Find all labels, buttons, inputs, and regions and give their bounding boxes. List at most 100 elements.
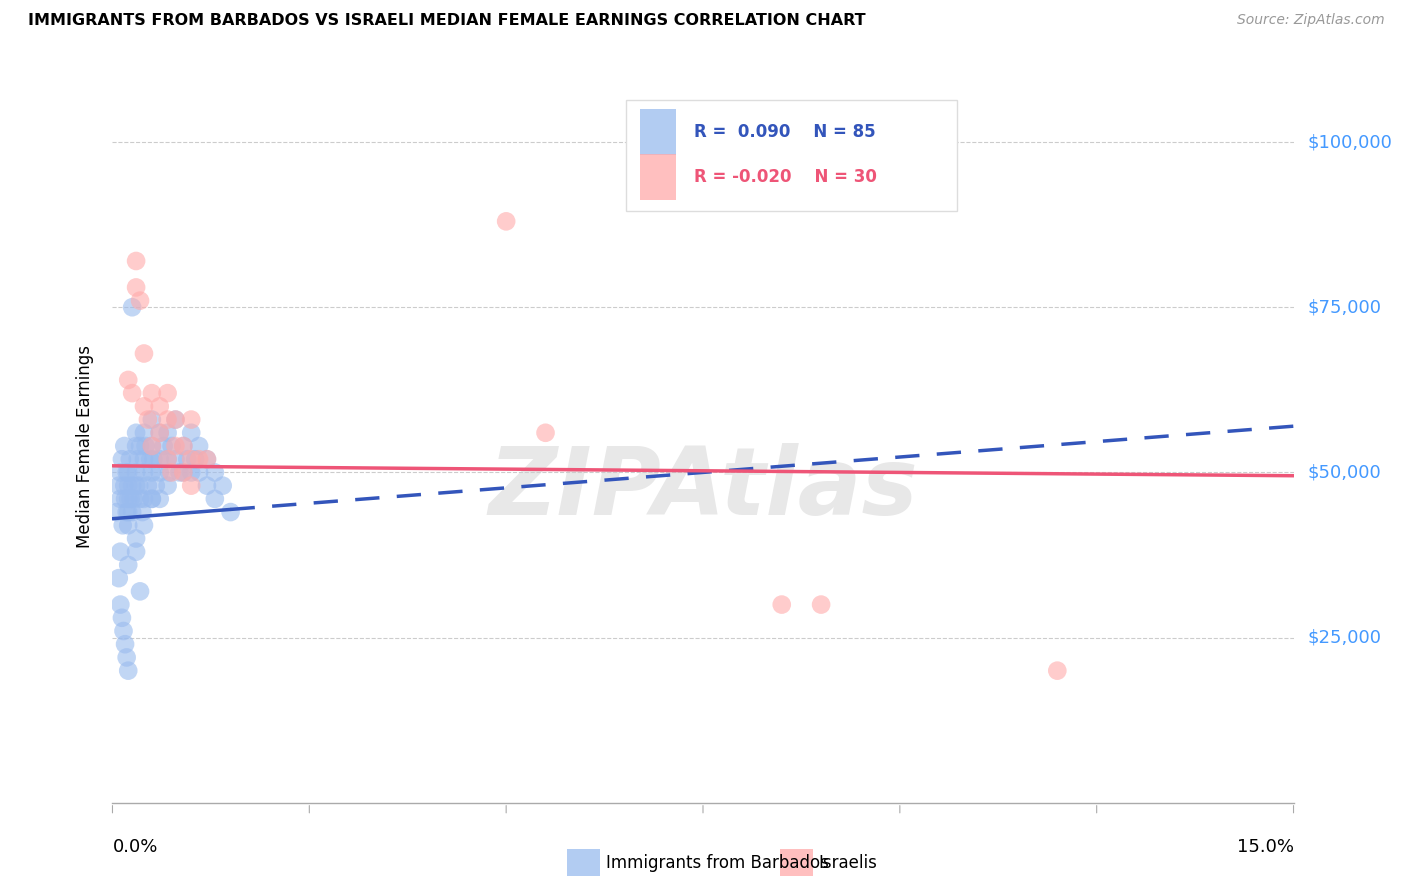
Point (112, 478, 135, 492)
Point (129, 584, 152, 599)
Point (165, 452, 187, 467)
Point (141, 491, 163, 506)
Point (141, 491, 163, 506)
Point (188, 452, 211, 467)
Point (180, 478, 202, 492)
Point (121, 386, 143, 401)
Point (125, 532, 148, 546)
Point (105, 505, 128, 519)
Point (139, 452, 162, 467)
Point (165, 412, 187, 426)
FancyBboxPatch shape (567, 849, 600, 876)
Point (149, 452, 172, 467)
Point (125, 545, 148, 559)
Point (149, 425, 172, 440)
Point (172, 466, 194, 480)
Point (141, 439, 163, 453)
Point (132, 466, 155, 480)
Point (107, 478, 129, 492)
Point (114, 491, 136, 506)
Point (117, 505, 139, 519)
Point (117, 491, 139, 506)
Point (115, 505, 138, 519)
Point (117, 478, 139, 492)
Point (156, 386, 179, 401)
Point (107, 571, 129, 585)
Point (149, 491, 172, 506)
Point (141, 466, 163, 480)
Point (125, 439, 148, 453)
Point (110, 598, 132, 612)
Point (121, 478, 143, 492)
Point (219, 505, 242, 519)
Point (157, 466, 180, 480)
Point (121, 300, 143, 314)
Point (211, 478, 233, 492)
Point (180, 425, 202, 440)
Point (132, 346, 155, 360)
Point (180, 466, 202, 480)
Point (127, 452, 149, 467)
Point (204, 466, 226, 480)
Text: 15.0%: 15.0% (1236, 838, 1294, 856)
Point (152, 439, 174, 453)
Point (172, 466, 194, 480)
Text: Immigrants from Barbados: Immigrants from Barbados (606, 854, 830, 871)
Point (112, 624, 135, 638)
Text: R =  0.090    N = 85: R = 0.090 N = 85 (693, 123, 875, 141)
Point (810, 598, 832, 612)
Point (118, 452, 141, 467)
Point (195, 452, 218, 467)
Point (115, 466, 138, 480)
Point (110, 466, 132, 480)
Y-axis label: Median Female Earnings: Median Female Earnings (76, 344, 94, 548)
Point (121, 505, 143, 519)
Point (111, 452, 134, 467)
Point (110, 491, 132, 506)
Point (172, 439, 194, 453)
Point (110, 545, 132, 559)
Point (117, 373, 139, 387)
Text: Source: ZipAtlas.com: Source: ZipAtlas.com (1237, 13, 1385, 28)
Point (1046, 664, 1069, 678)
Point (125, 425, 148, 440)
Point (132, 518, 155, 533)
Point (160, 466, 183, 480)
Point (156, 425, 179, 440)
Point (136, 412, 159, 426)
Point (129, 439, 152, 453)
Point (122, 491, 145, 506)
Point (534, 425, 557, 440)
Point (156, 452, 179, 467)
Point (770, 598, 793, 612)
FancyBboxPatch shape (626, 100, 957, 211)
Point (136, 478, 159, 492)
Point (141, 412, 163, 426)
Point (156, 478, 179, 492)
Text: $25,000: $25,000 (1308, 629, 1382, 647)
Point (180, 412, 202, 426)
Point (149, 466, 172, 480)
FancyBboxPatch shape (640, 153, 676, 200)
Point (125, 254, 148, 268)
Point (135, 439, 157, 453)
Point (115, 650, 138, 665)
Point (132, 400, 155, 414)
Point (114, 637, 136, 651)
Text: 0.0%: 0.0% (112, 838, 157, 856)
Point (129, 293, 152, 308)
Point (131, 505, 153, 519)
Point (141, 439, 163, 453)
Point (495, 214, 517, 228)
Point (141, 386, 163, 401)
Point (149, 425, 172, 440)
Text: R = -0.020    N = 30: R = -0.020 N = 30 (693, 168, 876, 186)
Point (132, 491, 155, 506)
FancyBboxPatch shape (780, 849, 813, 876)
Point (120, 491, 142, 506)
Point (184, 452, 207, 467)
Point (195, 452, 218, 467)
Point (195, 478, 218, 492)
FancyBboxPatch shape (640, 109, 676, 155)
Point (117, 466, 139, 480)
